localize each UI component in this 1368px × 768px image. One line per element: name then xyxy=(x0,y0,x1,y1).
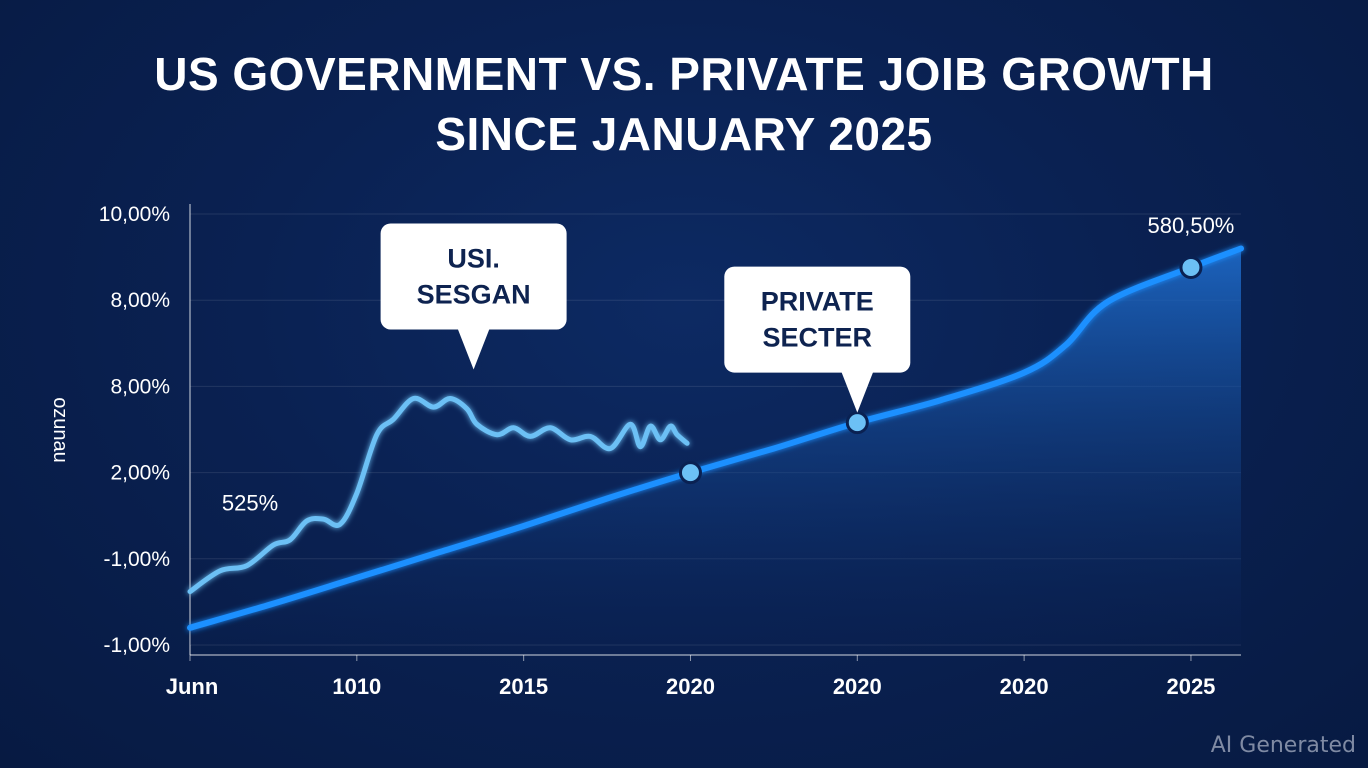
y-tick-label: -1,00% xyxy=(103,548,170,571)
callout-label: PRIVATE xyxy=(761,287,874,317)
callout-label: SESGAN xyxy=(417,279,531,309)
callout-box: USI. SESGAN xyxy=(380,223,567,370)
marker-layer xyxy=(678,255,1203,485)
callout-pointer xyxy=(457,328,490,370)
x-tick-label: 2015 xyxy=(499,674,548,699)
data-point-marker xyxy=(1179,255,1203,279)
value-annotation: 525% xyxy=(222,490,278,515)
y-tick-label: 10,00% xyxy=(99,203,170,226)
callout-label: USI. xyxy=(447,243,500,273)
y-tick-labels: 10,00% 8,00% 8,00% 2,00% -1,00% -1,00% xyxy=(99,203,170,657)
callout-box: PRIVATE SECTER xyxy=(724,266,911,413)
x-tick-label: 2020 xyxy=(666,674,715,699)
chart-title-line-2: SINCE JANUARY 2025 xyxy=(435,108,933,160)
y-tick-label: 8,00% xyxy=(110,375,170,398)
series-line-private-secter xyxy=(187,245,1244,631)
callout-bubble xyxy=(724,266,911,373)
callout-bubble xyxy=(380,223,567,330)
x-tick-label: Junn xyxy=(166,674,219,699)
callout-pointer xyxy=(841,371,874,413)
axes xyxy=(189,204,1241,656)
watermark: AI Generated xyxy=(1210,733,1356,758)
x-tick-label: 2020 xyxy=(1000,674,1049,699)
y-axis-label: ozunau xyxy=(49,397,71,463)
chart-title-line-1: US GOVERNMENT VS. PRIVATE JOIB GROWTH xyxy=(154,48,1214,100)
data-point-marker xyxy=(845,411,869,435)
series-line-usi-sesgan xyxy=(187,395,690,595)
annotation-layer: 525% 580,50% xyxy=(222,213,1234,516)
callout-label: SECTER xyxy=(763,323,873,353)
series-layer xyxy=(187,245,1244,645)
x-tick-labels: Junn 1010 2015 2020 2020 2020 2025 xyxy=(166,655,1215,699)
y-tick-label: -1,00% xyxy=(103,634,170,657)
y-tick-label: 2,00% xyxy=(110,462,170,485)
callout-layer: USI. SESGAN PRIVATE SECTER xyxy=(380,223,911,413)
x-tick-label: 1010 xyxy=(332,674,381,699)
x-tick-label: 2020 xyxy=(833,674,882,699)
chart-title: US GOVERNMENT VS. PRIVATE JOIB GROWTH SI… xyxy=(0,44,1368,164)
y-tick-label: 8,00% xyxy=(110,289,170,312)
data-point-marker xyxy=(678,461,702,485)
value-annotation: 580,50% xyxy=(1148,213,1235,238)
x-tick-label: 2025 xyxy=(1166,674,1215,699)
series-area-private-secter xyxy=(190,248,1241,645)
